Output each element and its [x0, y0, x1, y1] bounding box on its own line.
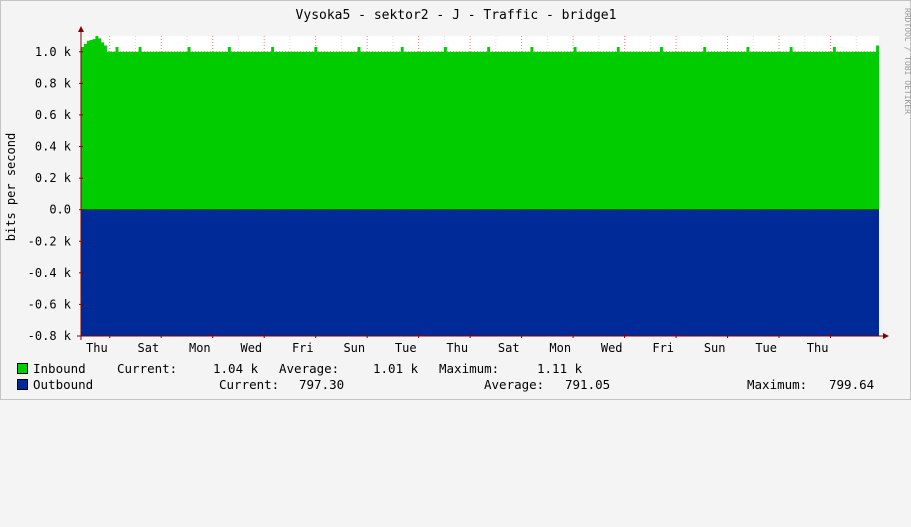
outbound-maximum-value: 799.64 — [829, 377, 875, 392]
x-tick-label: Fri — [292, 341, 314, 355]
outbound-average-value: 791.05 — [565, 377, 611, 392]
y-axis-label: bits per second — [4, 133, 18, 241]
x-tick-label: Wed — [240, 341, 262, 355]
outbound-current-label: Current: — [219, 377, 280, 392]
x-tick-label: Mon — [189, 341, 211, 355]
rrdtool-credit: RRDTOOL / TOBI OETIKER — [903, 8, 911, 114]
y-tick-label: 1.0 k — [35, 45, 72, 59]
y-tick-label: 0.4 k — [35, 140, 72, 154]
y-tick-labels: 1.0 k 0.8 k 0.6 k 0.4 k 0.2 k 0.0 -0.2 k -0.4 k… — [28, 45, 72, 343]
x-tick-label: Sat — [138, 341, 160, 355]
series-area-inbound — [81, 36, 879, 210]
x-tick-label: Tue — [755, 341, 777, 355]
y-tick-label: 0.6 k — [35, 108, 72, 122]
x-tick-label: Sun — [343, 341, 365, 355]
x-tick-label: Mon — [549, 341, 571, 355]
x-axis-arrow — [883, 333, 889, 339]
x-tick-labels: Thu Sat Mon Wed Fri Sun Tue Thu Sat Mon Wed Fri Sun T… — [86, 341, 828, 355]
axes — [77, 26, 889, 340]
chart-title: Vysoka5 - sektor2 - J - Traffic - bridge… — [296, 8, 617, 23]
legend-outbound: Outbound Current: 797.30 Average: 791.05… — [17, 377, 907, 393]
inbound-name: Inbound — [33, 361, 86, 376]
y-tick-label: -0.6 k — [28, 297, 72, 311]
x-tick-label: Tue — [395, 341, 417, 355]
y-tick-label: 0.2 k — [35, 171, 72, 185]
y-tick-label: 0.8 k — [35, 76, 72, 90]
x-tick-label: Thu — [807, 341, 829, 355]
inbound-average-value: 1.01 k — [373, 361, 419, 376]
traffic-chart: Vysoka5 - sektor2 - J - Traffic - bridge… — [4, 8, 911, 355]
y-tick-label: 0.0 — [49, 203, 71, 217]
y-tick-label: -0.4 k — [28, 266, 72, 280]
inbound-current-label: Current: — [117, 361, 178, 376]
inbound-maximum-value: 1.11 k — [537, 361, 583, 376]
inbound-swatch — [17, 363, 28, 374]
outbound-swatch — [17, 379, 28, 390]
y-tick-label: -0.2 k — [28, 234, 72, 248]
legend-inbound: Inbound Current: 1.04 k Average: 1.01 k … — [17, 361, 907, 377]
x-tick-label: Thu — [86, 341, 108, 355]
x-tick-label: Sat — [498, 341, 520, 355]
y-axis-arrow — [78, 26, 84, 32]
y-tick-label: -0.8 k — [28, 329, 72, 343]
x-tick-label: Sun — [704, 341, 726, 355]
x-tick-label: Fri — [652, 341, 674, 355]
inbound-average-label: Average: — [279, 361, 340, 376]
series-areas — [81, 36, 879, 336]
outbound-current-value: 797.30 — [299, 377, 345, 392]
series-area-outbound — [81, 209, 879, 336]
graph-frame: Vysoka5 - sektor2 - J - Traffic - bridge… — [0, 0, 911, 400]
outbound-average-label: Average: — [484, 377, 545, 392]
inbound-maximum-label: Maximum: — [439, 361, 500, 376]
x-tick-label: Wed — [601, 341, 623, 355]
outbound-maximum-label: Maximum: — [747, 377, 808, 392]
inbound-current-value: 1.04 k — [213, 361, 259, 376]
x-tick-label: Thu — [446, 341, 468, 355]
outbound-name: Outbound — [33, 377, 94, 392]
